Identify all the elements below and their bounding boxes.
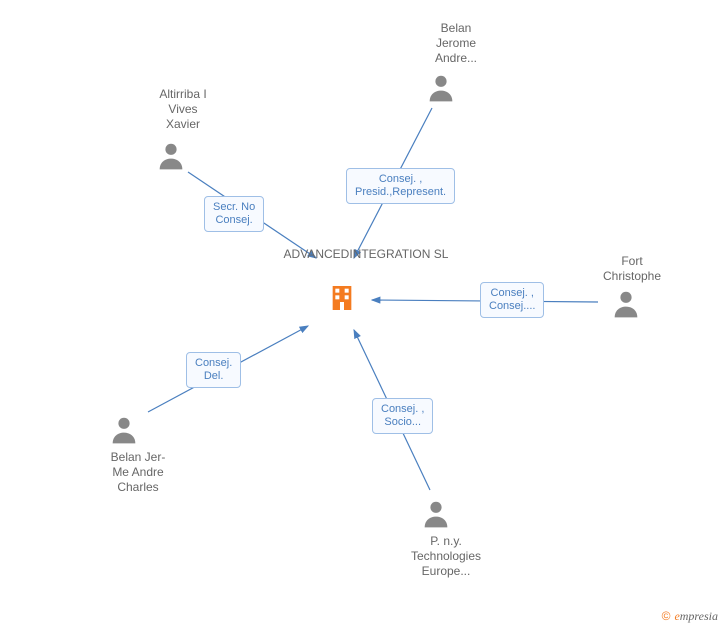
edge-label: Consej. , Consej.... — [480, 282, 544, 318]
diagram-canvas: { "canvas": {"w":728,"h":630,"bg":"#ffff… — [0, 0, 728, 630]
person-label: Altirriba I Vives Xavier — [133, 87, 233, 132]
person-icon — [420, 498, 452, 530]
edge-label: Secr. No Consej. — [204, 196, 264, 232]
person-node-altirriba[interactable]: Altirriba I Vives Xavier — [133, 87, 233, 132]
person-icon — [155, 140, 187, 172]
person-icon — [425, 72, 457, 104]
center-company-label: ADVANCEDINTEGRATION SL — [276, 247, 456, 262]
person-node-pny[interactable]: P. n.y. Technologies Europe... — [396, 534, 496, 579]
person-label: Fort Christophe — [582, 254, 682, 284]
person-label: P. n.y. Technologies Europe... — [396, 534, 496, 579]
edge-label: Consej. , Socio... — [372, 398, 433, 434]
person-label: Belan Jer- Me Andre Charles — [88, 450, 188, 495]
edge-label: Consej. , Presid.,Represent. — [346, 168, 455, 204]
center-company-node[interactable]: ADVANCEDINTEGRATION SL — [276, 247, 456, 262]
edge-label: Consej. Del. — [186, 352, 241, 388]
copyright-icon: © — [662, 609, 671, 623]
footer-credit: ©empresia — [662, 609, 718, 624]
person-node-belan_m[interactable]: Belan Jer- Me Andre Charles — [88, 450, 188, 495]
person-label: Belan Jerome Andre... — [406, 21, 506, 66]
building-icon — [326, 282, 358, 314]
person-icon — [108, 414, 140, 446]
person-node-fort[interactable]: Fort Christophe — [582, 254, 682, 284]
person-node-belan_j[interactable]: Belan Jerome Andre... — [406, 21, 506, 66]
person-icon — [610, 288, 642, 320]
